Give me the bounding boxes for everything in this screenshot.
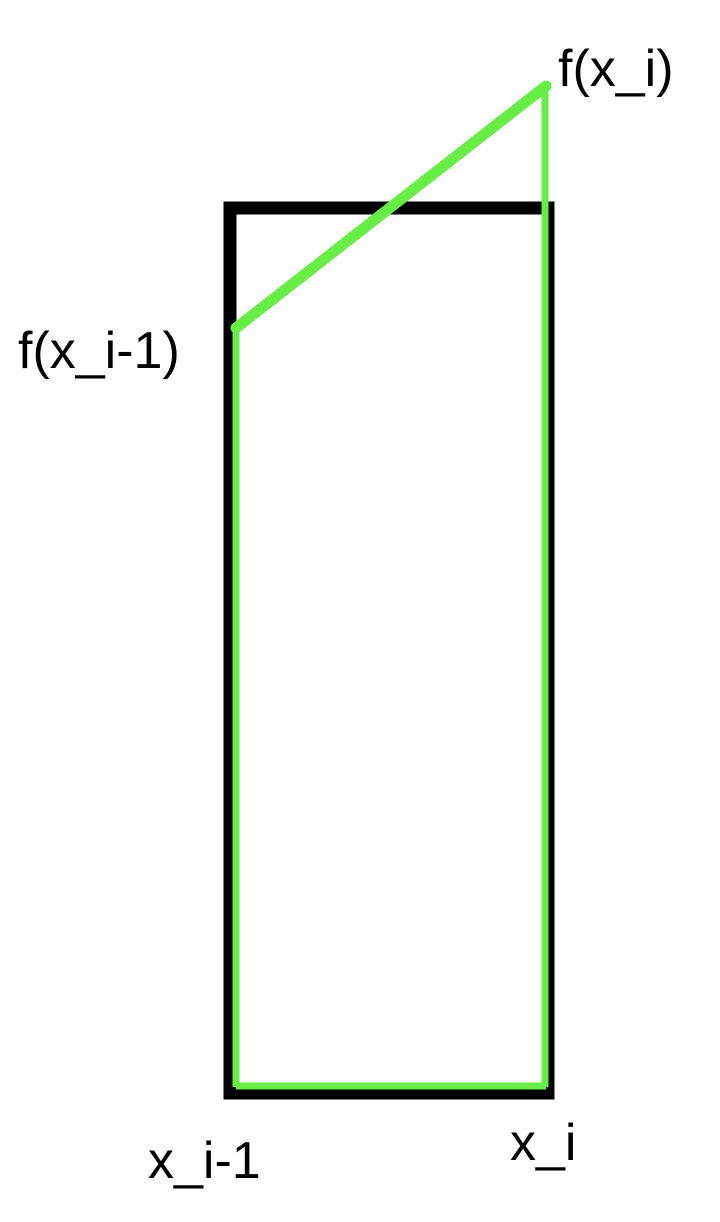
label-f-xi: f(x_i) bbox=[558, 40, 674, 98]
label-x-i: x_i bbox=[510, 1114, 576, 1172]
trapezoid-top-secant bbox=[230, 80, 552, 334]
label-x-i-minus-1: x_i-1 bbox=[148, 1132, 261, 1190]
label-f-xi-minus-1: f(x_i-1) bbox=[18, 322, 180, 380]
rectangle-approximation bbox=[223, 201, 555, 1100]
